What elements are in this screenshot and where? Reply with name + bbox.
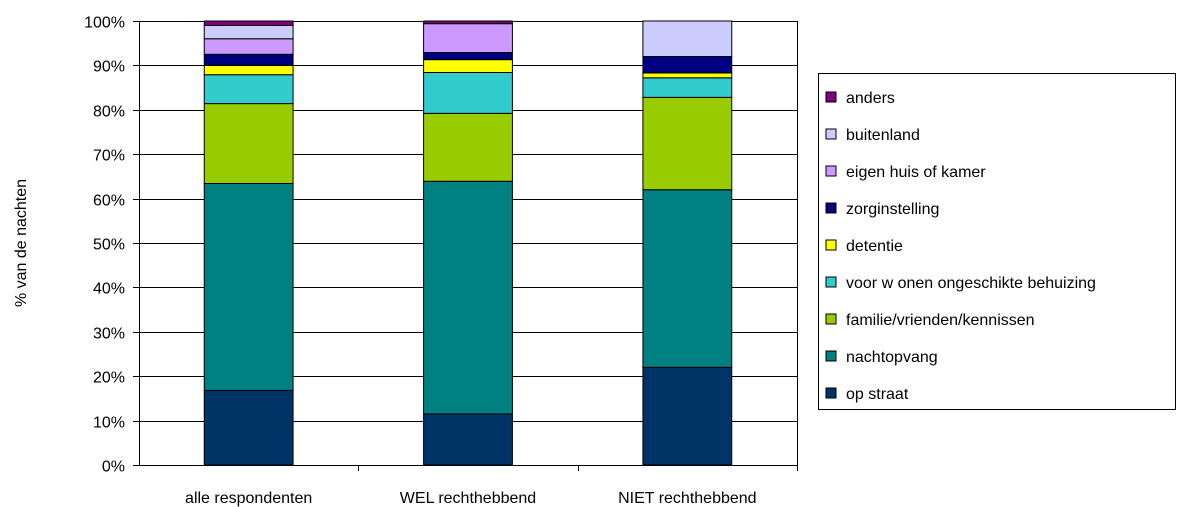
y-tick-label: 80% [93,104,125,121]
bar-segment [642,96,733,191]
x-tick-label: WEL rechthebbend [400,490,536,507]
bar-segment [423,52,513,61]
legend-swatch [825,387,837,399]
bar-segment [203,183,294,391]
bar-segment [203,74,294,105]
legend-swatch [825,276,837,288]
legend-swatch [825,128,837,140]
bar-segment [642,189,733,368]
bar-segment [203,389,294,466]
legend-swatch [825,239,837,251]
bar-segment [203,103,294,185]
legend-label: eigen huis of kamer [846,164,986,181]
bar-segment [642,77,733,98]
legend-swatch [825,313,837,325]
legend-label: voor w onen ongeschikte behuizing [846,275,1096,292]
bar-segment [642,20,733,58]
y-tick-label: 90% [93,59,125,76]
bar-segment [642,72,733,79]
bar-segment [423,112,513,182]
bar-segment [203,24,294,40]
legend-swatch [825,350,837,362]
legend-label: familie/vrienden/kennissen [846,312,1035,329]
legend-label: anders [846,90,895,107]
legend-label: op straat [846,386,909,403]
x-tick-label: NIET rechthebbend [618,490,756,507]
legend-swatch [825,202,837,214]
y-axis-label: % van de nachten [13,179,30,307]
bar-segment [423,23,513,54]
axes: 0% 10% 20% 30% 40% 50% 60% 70% 80% 90% 100% alle re… [84,15,798,507]
bar-segment [423,20,513,25]
legend-label: detentie [846,238,903,255]
bar-segment [203,53,294,66]
y-tick-label: 10% [93,415,125,432]
bar-segment [423,413,513,466]
legend-swatch [825,165,837,177]
legend-label: buitenland [846,127,920,144]
y-tick-label: 70% [93,148,125,165]
y-tick-label: 20% [93,370,125,387]
bar-segment [423,59,513,74]
x-tick-label: alle respondenten [185,490,312,507]
legend: anders buitenland eigen huis of kamer zorgi… [818,73,1176,410]
y-tick-label: 0% [102,459,125,476]
y-tick-label: 100% [84,15,125,32]
bars [203,20,733,466]
bar-segment [203,64,294,76]
bar-segment [423,72,513,114]
legend-label: zorginstelling [846,201,939,218]
bar-segment [423,180,513,415]
bar-segment [203,20,294,26]
legend-swatch [825,91,837,103]
y-tick-label: 60% [93,193,125,210]
y-tick-label: 30% [93,326,125,343]
y-tick-label: 40% [93,281,125,298]
bar-segment [203,38,294,55]
legend-box [818,73,1176,410]
bar-segment [642,56,733,74]
legend-label: nachtopvang [846,349,938,366]
bar-segment [642,366,733,466]
y-tick-label: 50% [93,237,125,254]
